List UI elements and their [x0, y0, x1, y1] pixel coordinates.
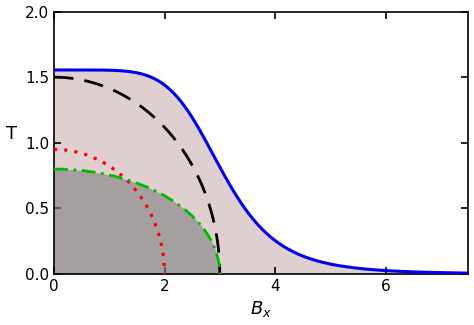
Y-axis label: T: T — [6, 125, 17, 143]
X-axis label: $B_x$: $B_x$ — [250, 299, 272, 319]
